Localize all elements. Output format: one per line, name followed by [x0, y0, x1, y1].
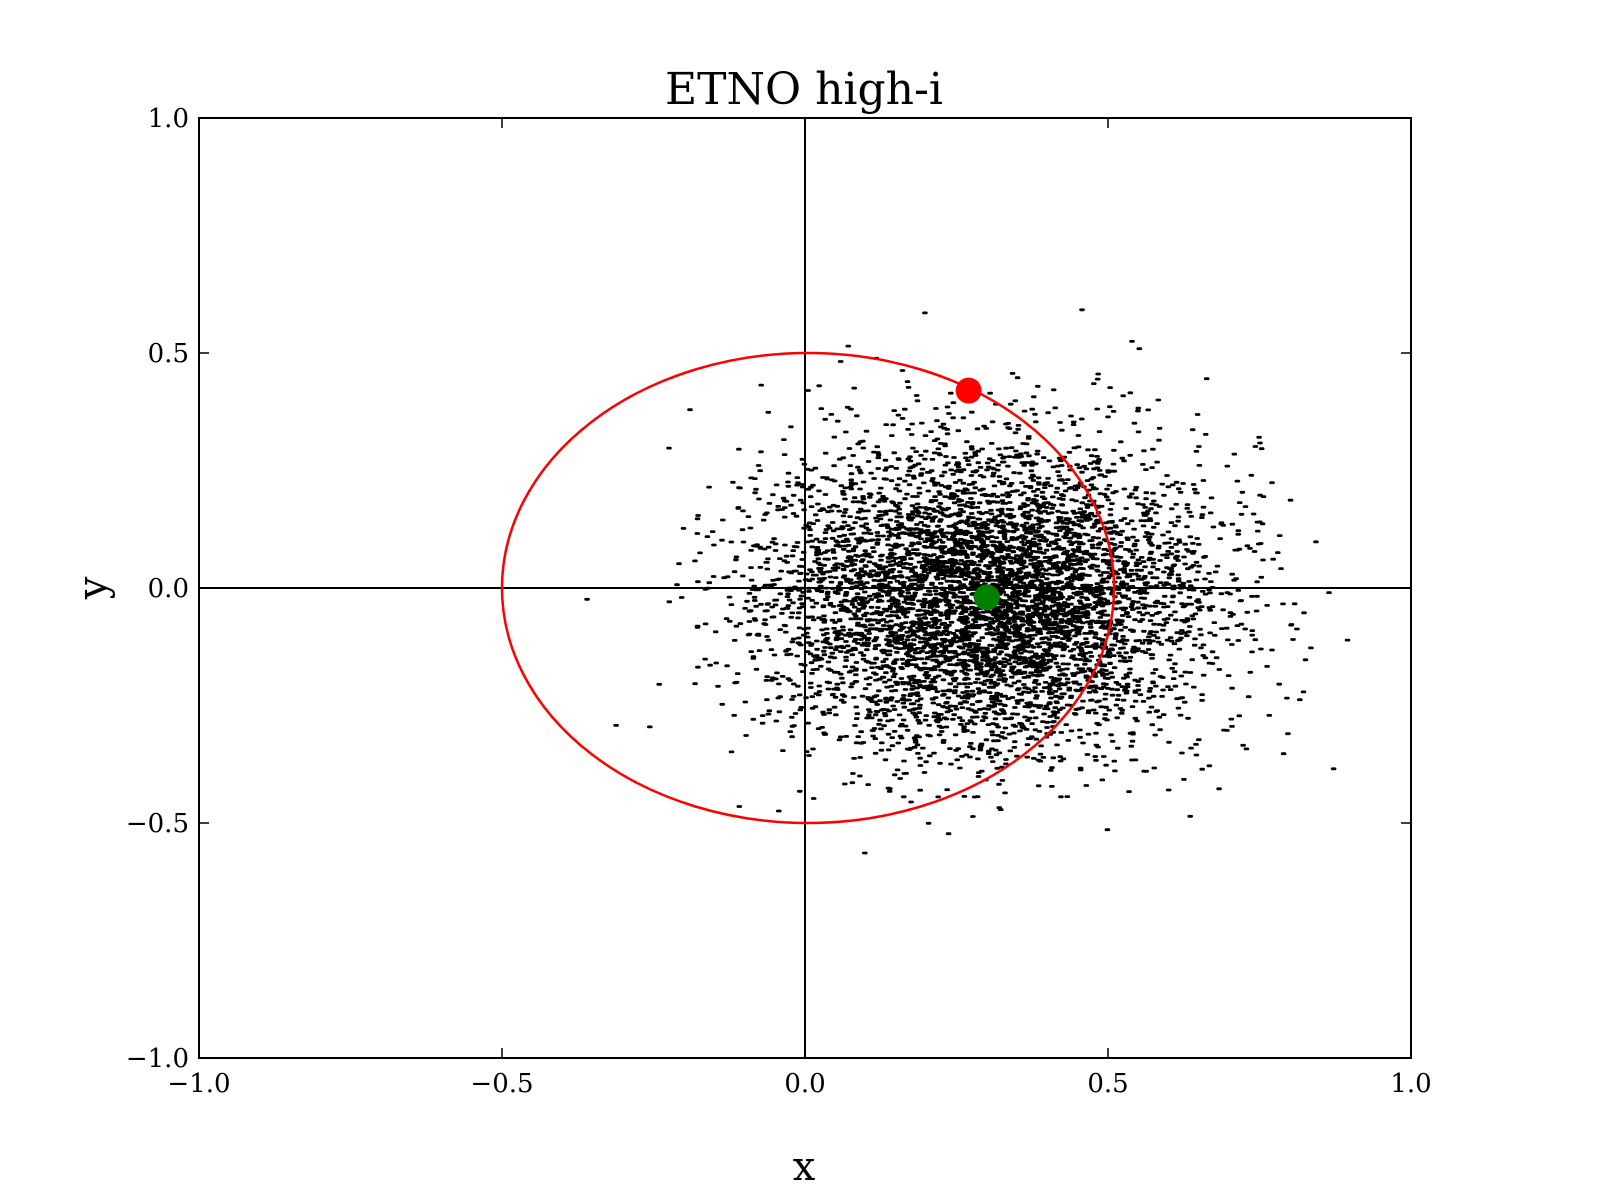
chart-title: ETNO high-i — [665, 64, 943, 115]
scatter-cloud — [584, 308, 1351, 855]
y-tick-label: 1.0 — [148, 104, 189, 134]
x-tick-label: −1.0 — [167, 1069, 230, 1099]
y-tick-label: 0.5 — [148, 339, 189, 369]
red-point — [955, 377, 982, 404]
x-axis-label: x — [793, 1144, 816, 1190]
green-point — [973, 584, 1000, 611]
x-tick-label: 0.0 — [784, 1069, 825, 1099]
y-tick-label: 0.0 — [148, 574, 189, 604]
x-tick-label: 1.0 — [1390, 1069, 1431, 1099]
y-axis-ticks: −1.0 −0.5 0.0 0.5 1.0 — [126, 104, 1411, 1074]
markers — [955, 377, 1000, 611]
scatter-points — [584, 308, 1351, 855]
x-tick-label: 0.5 — [1087, 1069, 1128, 1099]
y-axis-label: y — [70, 576, 116, 600]
zero-lines — [199, 118, 1411, 1058]
orbit-layer — [500, 351, 1116, 825]
orbit-ellipse — [500, 351, 1116, 825]
y-tick-label: −0.5 — [126, 809, 189, 839]
x-axis-ticks: −1.0 −0.5 0.0 0.5 1.0 — [167, 118, 1432, 1099]
x-tick-label: −0.5 — [470, 1069, 533, 1099]
y-tick-label: −1.0 — [126, 1044, 189, 1074]
